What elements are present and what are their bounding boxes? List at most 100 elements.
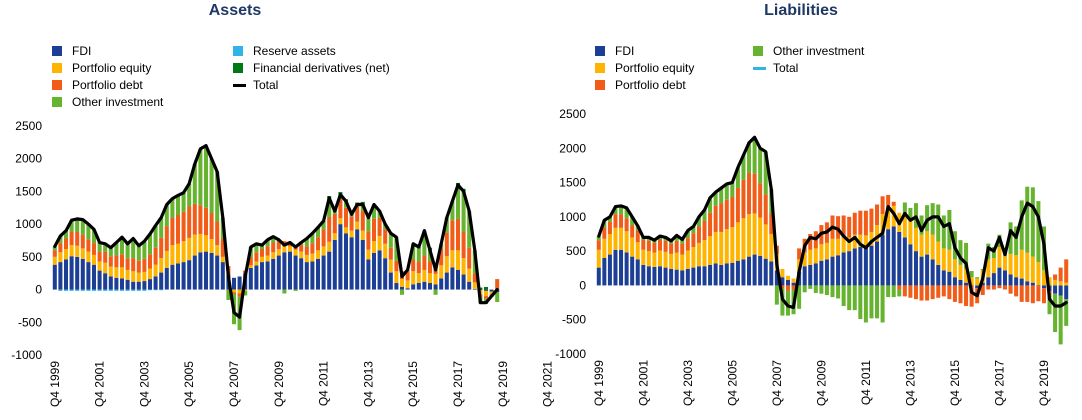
- legend-label-portfolio-equity: Portfolio equity: [615, 61, 695, 75]
- bar-portfolio-equity: [248, 265, 253, 268]
- x-tick-label: Q4 2019: [496, 361, 510, 407]
- bar-portfolio-debt: [986, 285, 991, 290]
- liabilities-chart-plot: -1000 -500 0 500 1000 1500 2000 2500 Q4 1999 Q4 2…: [555, 107, 1082, 406]
- bar-fdi: [1014, 277, 1019, 286]
- bar-fdi: [908, 244, 913, 286]
- bar-fdi: [231, 277, 237, 290]
- bar-portfolio-debt: [997, 285, 1002, 289]
- bar-portfolio-equity: [287, 246, 293, 252]
- assets-legend: FDI Portfolio equity Portfolio debt Othe…: [52, 43, 492, 111]
- bar-portfolio-debt: [785, 285, 790, 291]
- bar-portfolio-debt: [619, 214, 624, 228]
- bar-fdi: [991, 273, 996, 286]
- bar-portfolio-equity: [198, 233, 203, 253]
- bar-portfolio-debt: [941, 285, 946, 297]
- bar-other-investment: [170, 198, 175, 218]
- bar-portfolio-equity: [1053, 279, 1058, 286]
- bar-portfolio-equity: [164, 250, 169, 268]
- bar-fdi: [91, 264, 97, 290]
- bar-portfolio-debt: [1064, 259, 1069, 283]
- bar-portfolio-equity: [315, 250, 321, 259]
- bar-portfolio-debt: [1053, 274, 1058, 280]
- bar-fdi: [808, 264, 813, 286]
- bar-fdi: [596, 267, 601, 286]
- bar-portfolio-equity: [192, 234, 197, 256]
- y-tick-label: 2500: [559, 107, 586, 121]
- bar-portfolio-debt: [952, 285, 957, 302]
- bar-other-investment: [282, 289, 287, 294]
- bar-portfolio-debt: [930, 285, 935, 300]
- x-tick-label: Q4 1999: [48, 361, 62, 407]
- bar-portfolio-debt: [663, 240, 668, 252]
- bar-portfolio-debt: [791, 285, 796, 290]
- bar-fdi: [836, 255, 841, 286]
- bar-portfolio-equity: [702, 240, 707, 267]
- bar-fdi: [830, 256, 835, 286]
- bar-portfolio-debt: [758, 183, 763, 218]
- bar-portfolio-debt: [657, 239, 662, 251]
- bar-portfolio-equity: [427, 273, 433, 284]
- bar-portfolio-equity: [97, 261, 102, 271]
- bar-portfolio-equity: [153, 264, 158, 277]
- x-tick-label: Q4 2003: [137, 361, 151, 407]
- bar-fdi: [646, 266, 651, 286]
- bar-portfolio-equity: [422, 269, 427, 282]
- bar-portfolio-debt: [913, 285, 918, 300]
- bar-portfolio-debt: [1036, 286, 1041, 302]
- bar-portfolio-equity: [170, 245, 175, 265]
- assets-chart-plot: -1000 -500 0 500 1000 1500 2000 2500 Q4 1999 Q4 2…: [11, 119, 554, 407]
- bar-portfolio-equity: [209, 239, 214, 253]
- bar-portfolio-equity: [69, 245, 74, 257]
- legend-label-portfolio-debt: Portfolio debt: [615, 78, 686, 92]
- bar-other-investment: [366, 217, 371, 232]
- bar-portfolio-equity: [624, 231, 629, 253]
- bar-portfolio-equity: [830, 238, 835, 257]
- bar-portfolio-debt: [265, 246, 270, 256]
- bar-other-investment: [841, 285, 846, 306]
- bar-reserve-assets: [142, 289, 147, 291]
- bar-other-investment: [394, 237, 399, 261]
- x-tick-label: Q4 2015: [406, 361, 420, 407]
- bar-fdi: [891, 226, 896, 286]
- bar-other-investment: [747, 142, 752, 173]
- legend-swatch-total: [233, 84, 246, 87]
- bar-other-investment: [808, 285, 813, 289]
- bar-fdi: [377, 250, 382, 290]
- bar-portfolio-equity: [276, 249, 281, 256]
- bar-portfolio-debt: [271, 242, 276, 253]
- bar-portfolio-debt: [991, 285, 996, 290]
- bar-fdi: [702, 266, 707, 286]
- bar-reserve-assets: [58, 289, 63, 291]
- bar-portfolio-debt: [747, 172, 752, 215]
- bar-fdi: [941, 270, 946, 286]
- bar-portfolio-equity: [483, 290, 489, 297]
- bar-portfolio-equity: [63, 249, 69, 260]
- bar-fdi: [785, 279, 790, 286]
- bar-portfolio-debt: [947, 285, 952, 300]
- bar-portfolio-debt: [719, 203, 724, 232]
- bar-fdi: [880, 234, 885, 286]
- bar-fdi: [125, 279, 130, 290]
- bar-portfolio-debt: [355, 204, 360, 222]
- bar-portfolio-debt: [461, 231, 466, 259]
- bar-portfolio-debt: [1014, 285, 1019, 297]
- y-tick-label: -500: [562, 313, 586, 327]
- bar-portfolio-equity: [220, 256, 225, 263]
- x-tick-label: Q4 1999: [592, 360, 606, 406]
- bar-other-investment: [97, 242, 102, 252]
- legend-swatch-fdi: [52, 46, 62, 56]
- bar-portfolio-debt: [752, 173, 757, 214]
- bar-other-investment: [691, 226, 696, 234]
- bar-fdi: [1058, 285, 1063, 296]
- bar-portfolio-debt: [215, 221, 220, 246]
- bar-other-investment: [1019, 200, 1024, 250]
- legend-swatch-total: [753, 67, 766, 70]
- bar-fdi: [310, 261, 315, 290]
- bar-other-investment: [153, 225, 158, 248]
- bar-portfolio-equity: [271, 252, 276, 259]
- bar-portfolio-equity: [114, 267, 119, 278]
- bar-portfolio-debt: [596, 240, 601, 250]
- bar-portfolio-equity: [930, 234, 935, 260]
- bar-portfolio-equity: [455, 250, 461, 270]
- y-tick-label: 1000: [559, 210, 586, 224]
